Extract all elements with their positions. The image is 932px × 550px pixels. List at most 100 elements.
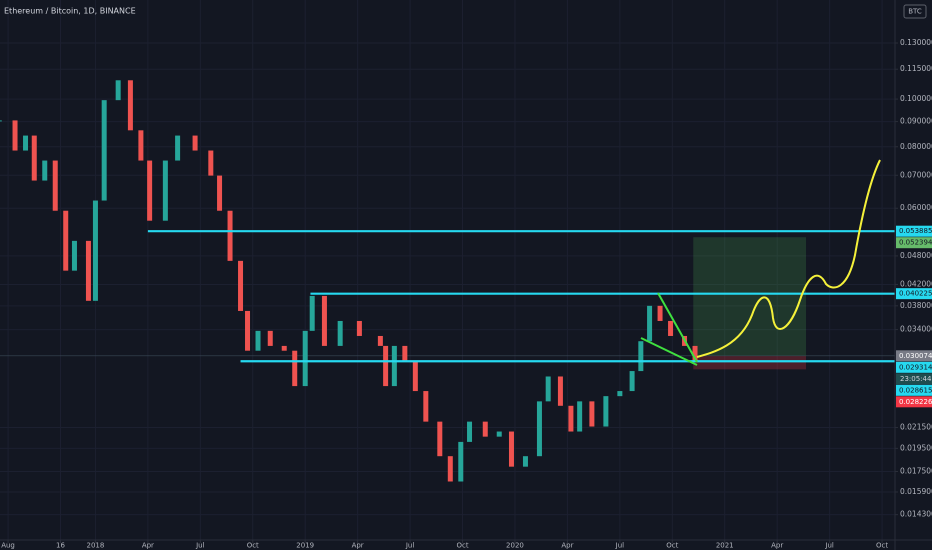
candle-body	[217, 175, 223, 211]
candle-body	[147, 160, 153, 221]
candle-body	[42, 160, 48, 181]
x-tick-label: Oct	[247, 542, 259, 550]
candle-body	[356, 320, 362, 336]
countdown-box	[896, 373, 932, 385]
candle-body	[321, 295, 327, 346]
candle-body	[668, 320, 674, 336]
candle-body	[302, 330, 308, 387]
price-label-box	[896, 361, 932, 373]
x-tick-label: Jul	[824, 542, 834, 550]
candle-body	[175, 135, 181, 161]
candle-body	[267, 330, 273, 346]
candle-body	[31, 135, 37, 181]
loss-zone	[693, 355, 807, 370]
forecast-curve	[696, 159, 881, 358]
x-tick-label: 2018	[87, 542, 105, 550]
candle-body	[162, 160, 168, 221]
price-label-box	[896, 350, 932, 362]
x-tick-label: Apr	[561, 542, 573, 550]
x-tick-label: Oct	[456, 542, 468, 550]
candle-body	[101, 100, 107, 201]
grid	[0, 0, 895, 540]
candle-body	[536, 401, 542, 457]
candle-body	[391, 345, 397, 387]
candle-body	[63, 210, 69, 271]
candle-body	[85, 240, 91, 301]
candle-body	[568, 405, 574, 432]
price-label: 0.040225	[899, 290, 932, 298]
candle-body	[127, 80, 133, 131]
currency-box[interactable]	[903, 4, 927, 19]
candle-body	[423, 391, 429, 422]
x-tick-label: Jul	[195, 542, 205, 550]
candle-body	[638, 341, 644, 372]
candle-body	[496, 431, 502, 437]
candle-body	[138, 130, 144, 161]
candle-body	[192, 135, 198, 151]
price-label-box	[896, 237, 932, 249]
candle-body	[657, 305, 663, 321]
chart-title: Ethereum / Bitcoin, 1D, BINANCE	[4, 7, 136, 16]
candle-body	[458, 441, 464, 482]
profit-zone	[693, 237, 807, 356]
x-tick-label: Jul	[405, 542, 415, 550]
candle-body	[589, 401, 595, 427]
candle-body	[292, 350, 298, 387]
x-tick-label: Oct	[876, 542, 888, 550]
candle-body	[281, 345, 287, 351]
candle-body	[402, 345, 408, 362]
x-tick-label: Apr	[771, 542, 783, 550]
candle-body	[337, 320, 343, 346]
candle-body	[629, 371, 635, 392]
candle-body	[522, 456, 528, 467]
y-tick-label: 0.014300	[900, 510, 932, 519]
countdown: 23:05:44	[900, 375, 932, 383]
x-tick-label: Apr	[352, 542, 364, 550]
candle-body	[647, 305, 653, 342]
candle-body	[71, 240, 77, 271]
candle-body	[115, 80, 121, 101]
x-tick-label: Jul	[615, 542, 625, 550]
candle-body	[208, 150, 214, 176]
candle-body	[482, 421, 488, 437]
candle-body	[255, 330, 261, 351]
candle-body	[383, 345, 389, 387]
candle-body	[412, 361, 418, 392]
price-label: 0.053885	[899, 227, 932, 235]
candle-body	[377, 335, 383, 346]
price-label: 0.052394	[899, 239, 932, 247]
price-label-box	[896, 396, 932, 408]
x-tick-label: 16	[56, 542, 65, 550]
price-label: 0.029314	[899, 363, 932, 371]
x-tick-label: Aug	[1, 542, 15, 550]
candle-body	[467, 421, 473, 442]
price-label-box	[896, 288, 932, 300]
candle-body	[0, 120, 2, 122]
x-tick-label: 2020	[506, 542, 524, 550]
x-tick-label: 2019	[296, 542, 314, 550]
currency[interactable]: BTC	[908, 8, 922, 16]
candle-body	[692, 345, 698, 362]
candle-body	[603, 396, 609, 427]
price-label: 0.028615	[899, 386, 932, 394]
x-tick-label: Apr	[142, 542, 154, 550]
wedge-line	[640, 337, 698, 366]
price-label: 0.030074	[899, 352, 932, 360]
candle-body	[508, 431, 514, 467]
candle-body	[238, 260, 244, 311]
candle-body	[447, 456, 453, 482]
price-label-box	[896, 384, 932, 396]
